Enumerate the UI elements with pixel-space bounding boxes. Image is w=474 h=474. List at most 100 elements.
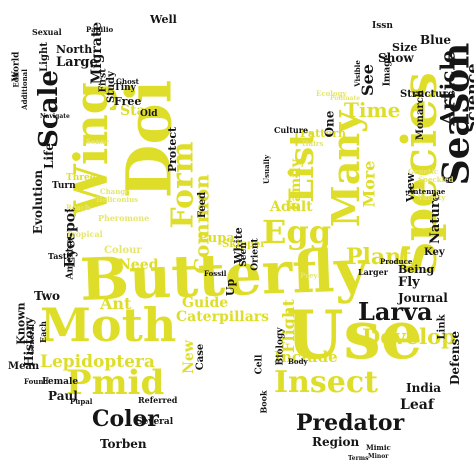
cloud-word: Visible [352, 60, 362, 87]
cloud-word: Include [274, 348, 338, 366]
cloud-word: Produce [380, 257, 413, 266]
cloud-word: India [406, 381, 442, 395]
cloud-word: Heliconius [96, 195, 139, 204]
cloud-word: Pollinate [330, 95, 361, 102]
cloud-word: Size [392, 41, 418, 54]
cloud-word: Fossil [204, 269, 227, 278]
cloud-word: Paul [48, 389, 78, 403]
cloud-word: See [357, 64, 377, 96]
cloud-word: Being [398, 263, 435, 276]
cloud-word: Larger [358, 267, 388, 277]
cloud-word: Time [344, 98, 401, 122]
cloud-word: Defense [447, 331, 462, 385]
cloud-word: Free [114, 95, 142, 108]
cloud-word: Develop [362, 324, 456, 349]
cloud-word: North [56, 43, 93, 56]
cloud-word: Two [34, 289, 60, 303]
cloud-word: Light [38, 42, 50, 72]
cloud-word: Larva [358, 297, 433, 326]
cloud-word: Egg [262, 213, 332, 251]
cloud-word: Mimic [366, 443, 391, 452]
cloud-word: Variety [418, 193, 446, 202]
cloud-word: Biology [275, 327, 286, 366]
cloud-word: Feed [197, 191, 209, 219]
cloud-word: Sense [86, 137, 109, 146]
cloud-word: Usually [262, 154, 272, 185]
cloud-word: Speckled [418, 175, 454, 184]
cloud-word: Cell [254, 354, 265, 375]
cloud-word: Seen [238, 242, 249, 267]
cloud-word: Evolution [31, 169, 46, 235]
cloud-word: Minor [368, 453, 389, 460]
cloud-word: Use [286, 296, 423, 374]
cloud-word: Monarch [415, 89, 427, 141]
cloud-word: Female [42, 377, 79, 387]
cloud-word: Region [312, 435, 360, 449]
cloud-word: Pupa [198, 231, 235, 246]
cloud-word: Well [150, 13, 177, 26]
cloud-word: Pmid [66, 363, 165, 403]
cloud-word: Known [14, 302, 28, 345]
cloud-word: Adult [270, 199, 313, 215]
cloud-word: Ecology [316, 89, 347, 98]
cloud-word: Stage [120, 103, 165, 119]
cloud-word: Protect [166, 126, 180, 173]
cloud-word: Need [118, 257, 159, 273]
cloud-word: Issn [372, 21, 393, 31]
cloud-word: Culture [274, 125, 309, 135]
cloud-word: Taste [48, 251, 72, 261]
cloud-word: Moth [40, 298, 177, 352]
cloud-word: Navigate [40, 113, 70, 120]
cloud-word: Blue [420, 33, 452, 47]
cloud-word: Found [24, 377, 49, 386]
cloud-word: Papilio [86, 25, 114, 34]
cloud-word: Book [258, 390, 269, 414]
cloud-word: Colour [104, 245, 142, 256]
cloud-word: Leaf [400, 397, 434, 413]
cloud-word: Reach [66, 203, 91, 212]
cloud-word: Guide [182, 295, 229, 311]
cloud-word: Orient [250, 238, 261, 271]
cloud-word: Three [66, 173, 96, 183]
cloud-word: Several [136, 417, 174, 427]
cloud-word: Caterpillars [176, 309, 270, 325]
cloud-word: Each [37, 321, 48, 343]
cloud-word: Body [288, 357, 308, 366]
cloud-word: Genetic [408, 167, 439, 176]
cloud-word: Article [435, 50, 460, 126]
cloud-word: Fly [398, 275, 420, 290]
cloud-word: Link [436, 314, 448, 340]
cloud-word: First [98, 68, 109, 93]
cloud-word: Science [462, 63, 474, 133]
cloud-word: Tiny [114, 83, 136, 93]
cloud-word: Common [189, 174, 214, 274]
cloud-word: Turn [52, 181, 76, 191]
cloud-word: Journal [398, 291, 448, 305]
cloud-word: Change [100, 187, 130, 196]
cloud-word: Pheromone [98, 213, 150, 223]
cloud-word: Show [378, 51, 414, 65]
cloud-word: Lepidoptera [40, 352, 155, 372]
cloud-word: More [359, 160, 379, 208]
cloud-word: Pattern [300, 127, 347, 140]
cloud-word: Prey [300, 271, 318, 280]
cloud-word: Predator [296, 410, 405, 436]
cloud-word: Pupal [70, 397, 93, 406]
cloud-word: Referred [138, 395, 178, 405]
cloud-word: Plant [346, 244, 412, 270]
cloud-word: Structure [400, 89, 454, 100]
cloud-word: Case [195, 343, 207, 371]
cloud-word: Key [424, 247, 445, 258]
cloud-word: Additional [19, 69, 29, 110]
cloud-word: Tropical [66, 229, 103, 239]
cloud-word: One [322, 110, 337, 138]
cloud-word: Old [140, 109, 158, 119]
cloud-word: Ghost [116, 77, 139, 86]
cloud-word: Mean [8, 361, 40, 372]
cloud-word: Color [92, 406, 159, 432]
cloud-word: Antennae [408, 187, 446, 196]
cloud-word: New [180, 340, 197, 374]
cloud-word: Scale [33, 70, 64, 148]
cloud-word: Large [56, 55, 98, 70]
